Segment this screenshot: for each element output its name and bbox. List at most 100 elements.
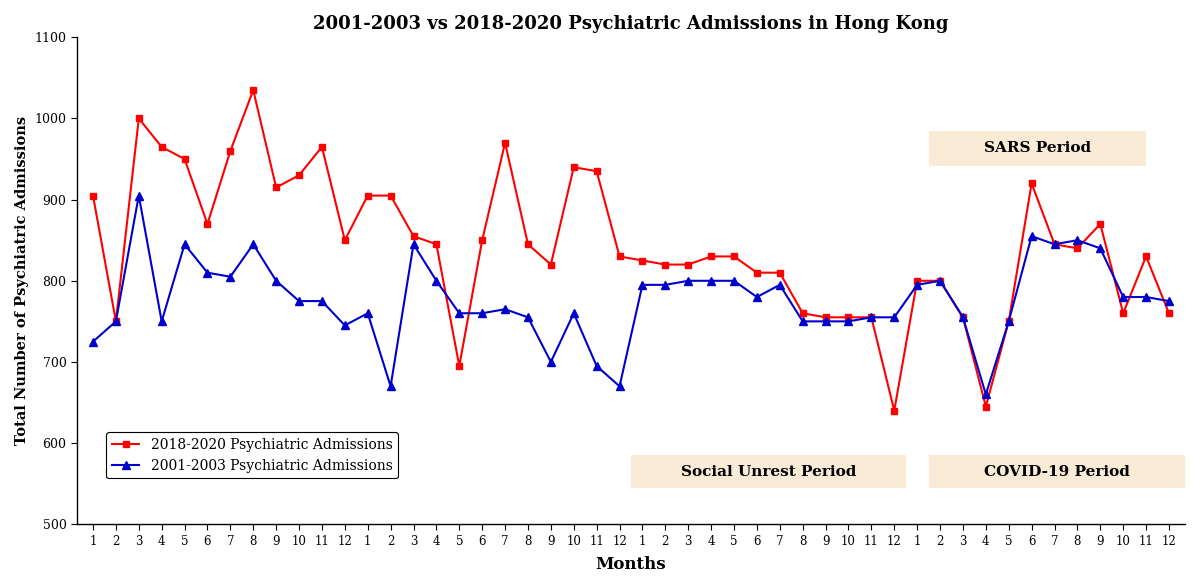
- Text: COVID-19 Period: COVID-19 Period: [984, 465, 1129, 479]
- Bar: [929, 131, 1146, 166]
- 2001-2003 Psychiatric Admissions: [314, 298, 329, 305]
- 2018-2020 Psychiatric Admissions: [155, 143, 169, 151]
- 2018-2020 Psychiatric Admissions: [407, 233, 421, 240]
- 2018-2020 Psychiatric Admissions: [1025, 180, 1039, 187]
- 2018-2020 Psychiatric Admissions: [1048, 240, 1062, 248]
- 2001-2003 Psychiatric Admissions: [292, 298, 306, 305]
- 2018-2020 Psychiatric Admissions: [384, 192, 398, 199]
- 2001-2003 Psychiatric Admissions: [1002, 318, 1016, 325]
- 2018-2020 Psychiatric Admissions: [864, 314, 878, 321]
- 2018-2020 Psychiatric Admissions: [955, 314, 970, 321]
- 2018-2020 Psychiatric Admissions: [612, 253, 626, 260]
- 2018-2020 Psychiatric Admissions: [932, 278, 947, 285]
- 2001-2003 Psychiatric Admissions: [841, 318, 856, 325]
- 2018-2020 Psychiatric Admissions: [223, 148, 238, 155]
- 2001-2003 Psychiatric Admissions: [1048, 240, 1062, 248]
- 2001-2003 Psychiatric Admissions: [269, 278, 283, 285]
- Legend: 2018-2020 Psychiatric Admissions, 2001-2003 Psychiatric Admissions: 2018-2020 Psychiatric Admissions, 2001-2…: [106, 432, 398, 479]
- 2001-2003 Psychiatric Admissions: [1070, 237, 1085, 244]
- 2018-2020 Psychiatric Admissions: [910, 278, 924, 285]
- 2001-2003 Psychiatric Admissions: [955, 314, 970, 321]
- 2018-2020 Psychiatric Admissions: [1139, 253, 1153, 260]
- 2001-2003 Psychiatric Admissions: [109, 318, 124, 325]
- 2001-2003 Psychiatric Admissions: [658, 281, 672, 288]
- 2001-2003 Psychiatric Admissions: [864, 314, 878, 321]
- Y-axis label: Total Number of Psychiatric Admissions: Total Number of Psychiatric Admissions: [14, 116, 29, 445]
- 2018-2020 Psychiatric Admissions: [521, 240, 535, 248]
- 2001-2003 Psychiatric Admissions: [544, 359, 558, 366]
- 2001-2003 Psychiatric Admissions: [704, 278, 719, 285]
- 2001-2003 Psychiatric Admissions: [932, 278, 947, 285]
- 2001-2003 Psychiatric Admissions: [727, 278, 742, 285]
- 2001-2003 Psychiatric Admissions: [910, 281, 924, 288]
- 2001-2003 Psychiatric Admissions: [1162, 298, 1176, 305]
- 2001-2003 Psychiatric Admissions: [430, 278, 444, 285]
- 2001-2003 Psychiatric Admissions: [200, 269, 215, 276]
- 2018-2020 Psychiatric Admissions: [682, 261, 696, 268]
- 2001-2003 Psychiatric Admissions: [475, 310, 490, 317]
- 2018-2020 Psychiatric Admissions: [773, 269, 787, 276]
- 2018-2020 Psychiatric Admissions: [1162, 310, 1176, 317]
- Bar: [929, 455, 1186, 487]
- 2001-2003 Psychiatric Admissions: [521, 314, 535, 321]
- 2018-2020 Psychiatric Admissions: [1002, 318, 1016, 325]
- 2001-2003 Psychiatric Admissions: [223, 273, 238, 280]
- 2018-2020 Psychiatric Admissions: [979, 403, 994, 410]
- 2001-2003 Psychiatric Admissions: [498, 306, 512, 313]
- 2018-2020 Psychiatric Admissions: [658, 261, 672, 268]
- 2018-2020 Psychiatric Admissions: [589, 168, 604, 175]
- Text: SARS Period: SARS Period: [984, 141, 1091, 155]
- 2001-2003 Psychiatric Admissions: [1116, 293, 1130, 300]
- 2018-2020 Psychiatric Admissions: [1093, 220, 1108, 228]
- 2001-2003 Psychiatric Admissions: [612, 383, 626, 390]
- 2018-2020 Psychiatric Admissions: [818, 314, 833, 321]
- 2001-2003 Psychiatric Admissions: [246, 240, 260, 248]
- 2001-2003 Psychiatric Admissions: [85, 338, 100, 345]
- 2001-2003 Psychiatric Admissions: [178, 240, 192, 248]
- 2018-2020 Psychiatric Admissions: [109, 318, 124, 325]
- 2018-2020 Psychiatric Admissions: [314, 143, 329, 151]
- 2018-2020 Psychiatric Admissions: [430, 240, 444, 248]
- Text: Social Unrest Period: Social Unrest Period: [680, 465, 856, 479]
- 2018-2020 Psychiatric Admissions: [337, 237, 352, 244]
- 2001-2003 Psychiatric Admissions: [407, 240, 421, 248]
- Line: 2018-2020 Psychiatric Admissions: 2018-2020 Psychiatric Admissions: [90, 86, 1172, 414]
- 2001-2003 Psychiatric Admissions: [635, 281, 649, 288]
- 2018-2020 Psychiatric Admissions: [246, 86, 260, 93]
- 2018-2020 Psychiatric Admissions: [360, 192, 374, 199]
- 2018-2020 Psychiatric Admissions: [475, 237, 490, 244]
- 2001-2003 Psychiatric Admissions: [1025, 233, 1039, 240]
- 2018-2020 Psychiatric Admissions: [200, 220, 215, 228]
- 2001-2003 Psychiatric Admissions: [155, 318, 169, 325]
- 2018-2020 Psychiatric Admissions: [178, 156, 192, 163]
- 2018-2020 Psychiatric Admissions: [841, 314, 856, 321]
- 2018-2020 Psychiatric Admissions: [269, 184, 283, 191]
- 2001-2003 Psychiatric Admissions: [887, 314, 901, 321]
- 2018-2020 Psychiatric Admissions: [566, 163, 581, 171]
- 2001-2003 Psychiatric Admissions: [1093, 245, 1108, 252]
- Bar: [631, 455, 906, 487]
- 2001-2003 Psychiatric Admissions: [566, 310, 581, 317]
- 2018-2020 Psychiatric Admissions: [635, 257, 649, 264]
- X-axis label: Months: Months: [595, 556, 666, 573]
- 2018-2020 Psychiatric Admissions: [132, 115, 146, 122]
- 2018-2020 Psychiatric Admissions: [1070, 245, 1085, 252]
- 2001-2003 Psychiatric Admissions: [750, 293, 764, 300]
- 2018-2020 Psychiatric Admissions: [727, 253, 742, 260]
- 2018-2020 Psychiatric Admissions: [292, 172, 306, 179]
- Title: 2001-2003 vs 2018-2020 Psychiatric Admissions in Hong Kong: 2001-2003 vs 2018-2020 Psychiatric Admis…: [313, 15, 949, 33]
- 2001-2003 Psychiatric Admissions: [384, 383, 398, 390]
- 2018-2020 Psychiatric Admissions: [544, 261, 558, 268]
- 2001-2003 Psychiatric Admissions: [1139, 293, 1153, 300]
- 2018-2020 Psychiatric Admissions: [85, 192, 100, 199]
- 2001-2003 Psychiatric Admissions: [589, 362, 604, 369]
- 2001-2003 Psychiatric Admissions: [773, 281, 787, 288]
- 2001-2003 Psychiatric Admissions: [337, 322, 352, 329]
- 2001-2003 Psychiatric Admissions: [979, 391, 994, 398]
- 2001-2003 Psychiatric Admissions: [796, 318, 810, 325]
- 2018-2020 Psychiatric Admissions: [796, 310, 810, 317]
- 2018-2020 Psychiatric Admissions: [887, 407, 901, 414]
- 2018-2020 Psychiatric Admissions: [452, 362, 467, 369]
- 2018-2020 Psychiatric Admissions: [498, 139, 512, 146]
- 2018-2020 Psychiatric Admissions: [704, 253, 719, 260]
